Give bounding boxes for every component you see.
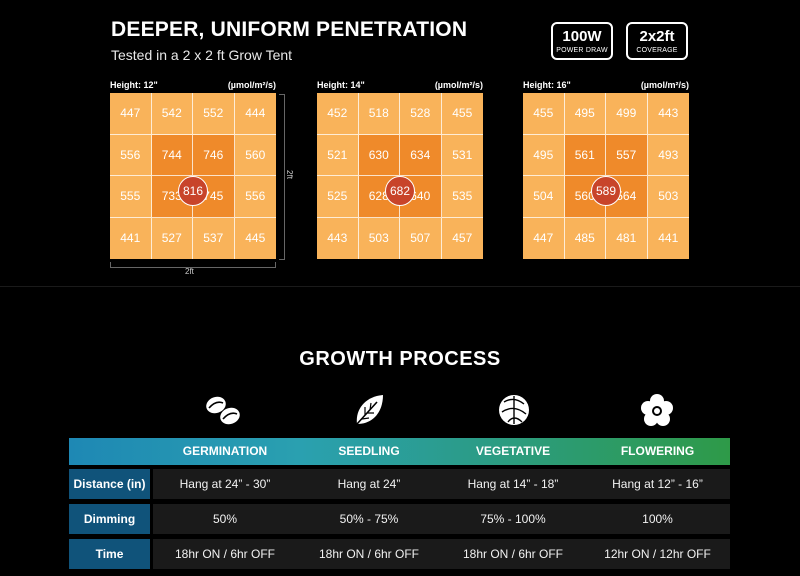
ppfd-cell: 452: [317, 93, 359, 135]
cabbage-icon: [499, 395, 529, 425]
flower-icon: [641, 394, 673, 426]
bottom-dimension-label: 2ft: [185, 267, 194, 276]
ppfd-cell: 537: [193, 217, 235, 259]
section-divider: [0, 286, 800, 287]
row-time: 18hr ON / 6hr OFF 18hr ON / 6hr OFF 18hr…: [153, 539, 730, 569]
dimming-vegetative: 75% - 100%: [480, 512, 546, 526]
ppfd-cell: 560: [234, 135, 276, 176]
grid-cells: 452 518 528 455 521 630 634 531 525 628 640 535 443 5…: [317, 93, 483, 259]
time-flowering: 12hr ON / 12hr OFF: [604, 547, 711, 561]
distance-vegetative: Hang at 14” - 18”: [467, 477, 559, 491]
power-draw-badge: 100W POWER DRAW: [551, 22, 613, 60]
ppfd-cell: 457: [452, 231, 473, 246]
time-vegetative: 18hr ON / 6hr OFF: [462, 547, 564, 561]
ppfd-cell: 495: [523, 134, 565, 176]
leaf-icon: [356, 395, 383, 425]
ppfd-cell: 503: [359, 217, 400, 259]
ppfd-cell: 443: [647, 93, 689, 135]
time-seedling: 18hr ON / 6hr OFF: [318, 547, 420, 561]
row-label-distance: Distance (in): [69, 469, 150, 499]
stage-vegetative: VEGETATIVE: [475, 444, 551, 458]
ppfd-cell: 531: [441, 135, 483, 176]
stage-seedling: SEEDLING: [338, 444, 400, 458]
ppfd-cell: 745: [193, 176, 235, 218]
center-ppfd-badge: 816: [178, 176, 208, 206]
row-distance: Hang at 24” - 30” Hang at 24” Hang at 14…: [153, 469, 730, 499]
grid-unit: (µmol/m²/s): [640, 80, 689, 90]
ppfd-cell: 535: [441, 176, 483, 218]
grid-cells: 447 542 552 444 556 744 746 560 555 733 745 556 441 5…: [110, 93, 276, 259]
ppfd-cell: 552: [193, 93, 235, 135]
center-ppfd-badge: 682: [385, 176, 415, 206]
ppfd-cell: 556: [234, 176, 276, 218]
grid-header: Height: 16" (µmol/m²/s): [523, 78, 689, 92]
ppfd-cell: 481: [606, 217, 648, 259]
distance-flowering: Hang at 12” - 16”: [612, 477, 703, 491]
grid-height: Height: 12": [110, 80, 158, 90]
ppfd-cell: 444: [234, 93, 276, 135]
ppfd-cell: 503: [647, 176, 689, 218]
ppfd-cell: 561: [564, 134, 606, 176]
stage-germination: GERMINATION: [182, 444, 268, 458]
ppfd-cell: 455: [441, 93, 483, 135]
page-title: DEEPER, UNIFORM PENETRATION: [111, 18, 468, 41]
growth-stage-bar: GERMINATION SEEDLING VEGETATIVE FLOWERIN…: [69, 438, 730, 465]
ppfd-cell: 527: [152, 217, 193, 259]
grid-header: Height: 12" (µmol/m²/s): [110, 78, 276, 92]
grid-unit: (µmol/m²/s): [227, 80, 276, 90]
ppfd-cell: 555: [110, 176, 152, 218]
coverage-value: 2x2ft: [639, 28, 675, 45]
side-dimension-label: 2ft: [284, 170, 294, 179]
distance-germination: Hang at 24” - 30”: [179, 477, 271, 491]
dimming-germination: 50%: [212, 512, 238, 526]
dimming-flowering: 100%: [642, 512, 673, 526]
grid-unit: (µmol/m²/s): [434, 80, 483, 90]
ppfd-cell: 507: [400, 217, 442, 259]
dimming-seedling: 50% - 75%: [339, 512, 399, 526]
ppfd-cell: 634: [400, 134, 442, 176]
ppfd-cell: 525: [317, 176, 359, 218]
row-label-dimming: Dimming: [69, 504, 150, 534]
page-subtitle: Tested in a 2 x 2 ft Grow Tent: [111, 47, 293, 63]
power-draw-label: POWER DRAW: [556, 47, 608, 54]
row-label-time: Time: [69, 539, 150, 569]
time-germination: 18hr ON / 6hr OFF: [174, 547, 276, 561]
row-dimming: 50% 50% - 75% 75% - 100% 100%: [153, 504, 730, 534]
ppfd-cell: 441: [658, 231, 679, 246]
ppfd-cell: 443: [317, 217, 359, 259]
bottom-dimension-line: [110, 262, 276, 268]
ppfd-cell: 521: [317, 134, 359, 176]
ppfd-cell: 493: [647, 135, 689, 176]
center-ppfd-badge: 589: [591, 176, 621, 206]
coverage-badge: 2x2ft COVERAGE: [626, 22, 688, 60]
grid-cells: 455 495 499 443 495 561 557 493 504 560 564 503 447 4…: [523, 93, 689, 259]
ppfd-cell: 504: [523, 176, 565, 218]
ppfd-cell: 557: [606, 134, 648, 176]
ppfd-cell: 447: [523, 217, 565, 259]
ppfd-cell: 630: [358, 134, 400, 176]
side-dimension-line: [279, 94, 285, 260]
ppfd-cell: 744: [151, 134, 193, 176]
ppfd-cell: 441: [110, 217, 152, 259]
grid-height: Height: 14": [317, 80, 365, 90]
ppfd-cell: 746: [193, 134, 235, 176]
ppfd-cell: 556: [110, 134, 152, 176]
ppfd-cell: 518: [358, 93, 400, 135]
grid-header: Height: 14" (µmol/m²/s): [317, 78, 483, 92]
ppfd-cell: 485: [565, 217, 606, 259]
ppfd-cell: 447: [110, 93, 152, 135]
coverage-label: COVERAGE: [636, 47, 678, 54]
ppfd-cell: 455: [523, 93, 565, 135]
growth-process-title: GROWTH PROCESS: [299, 348, 501, 370]
ppfd-cell: 528: [400, 93, 442, 135]
distance-seedling: Hang at 24”: [337, 477, 401, 491]
ppfd-cell: 542: [151, 93, 193, 135]
grid-height: Height: 16": [523, 80, 571, 90]
ppfd-cell: 445: [245, 231, 266, 246]
stage-flowering: FLOWERING: [620, 444, 695, 458]
seeds-icon: [206, 396, 240, 425]
ppfd-cell: 499: [606, 93, 648, 135]
ppfd-cell: 495: [564, 93, 606, 135]
power-draw-value: 100W: [562, 28, 602, 45]
